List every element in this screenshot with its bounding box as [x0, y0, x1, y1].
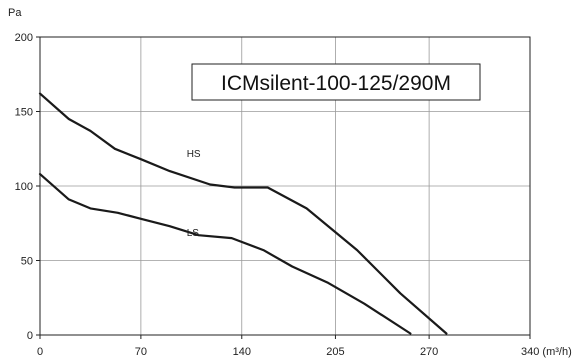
y-tick-label: 200	[15, 32, 33, 44]
series-label-hs: HS	[187, 149, 201, 160]
chart-title-text: ICMsilent-100-125/290M	[221, 72, 451, 95]
series-line-ls	[38, 173, 412, 335]
series: HS LS	[38, 92, 448, 335]
y-tick-label: 150	[15, 107, 33, 119]
tick-labels: 0 70 140 205 270 0 50 100 150 200	[15, 32, 531, 358]
y-tick-label: 0	[27, 330, 33, 342]
x-tick-label: 70	[135, 346, 147, 358]
chart-title: ICMsilent-100-125/290M	[191, 63, 481, 101]
x-tick-label: 205	[326, 346, 344, 358]
series-label-ls: LS	[187, 228, 200, 239]
x-tick-label: 270	[420, 346, 438, 358]
y-tick-label: 50	[21, 256, 33, 268]
x-axis-label: 340 (m³/h)	[521, 346, 572, 358]
x-tick-label: 140	[233, 346, 251, 358]
chart-title-box	[191, 63, 481, 101]
y-tick-label: 100	[15, 181, 33, 193]
x-tick-label: 0	[37, 346, 43, 358]
y-axis-label: Pa	[8, 7, 22, 19]
series-line-hs	[38, 92, 448, 335]
